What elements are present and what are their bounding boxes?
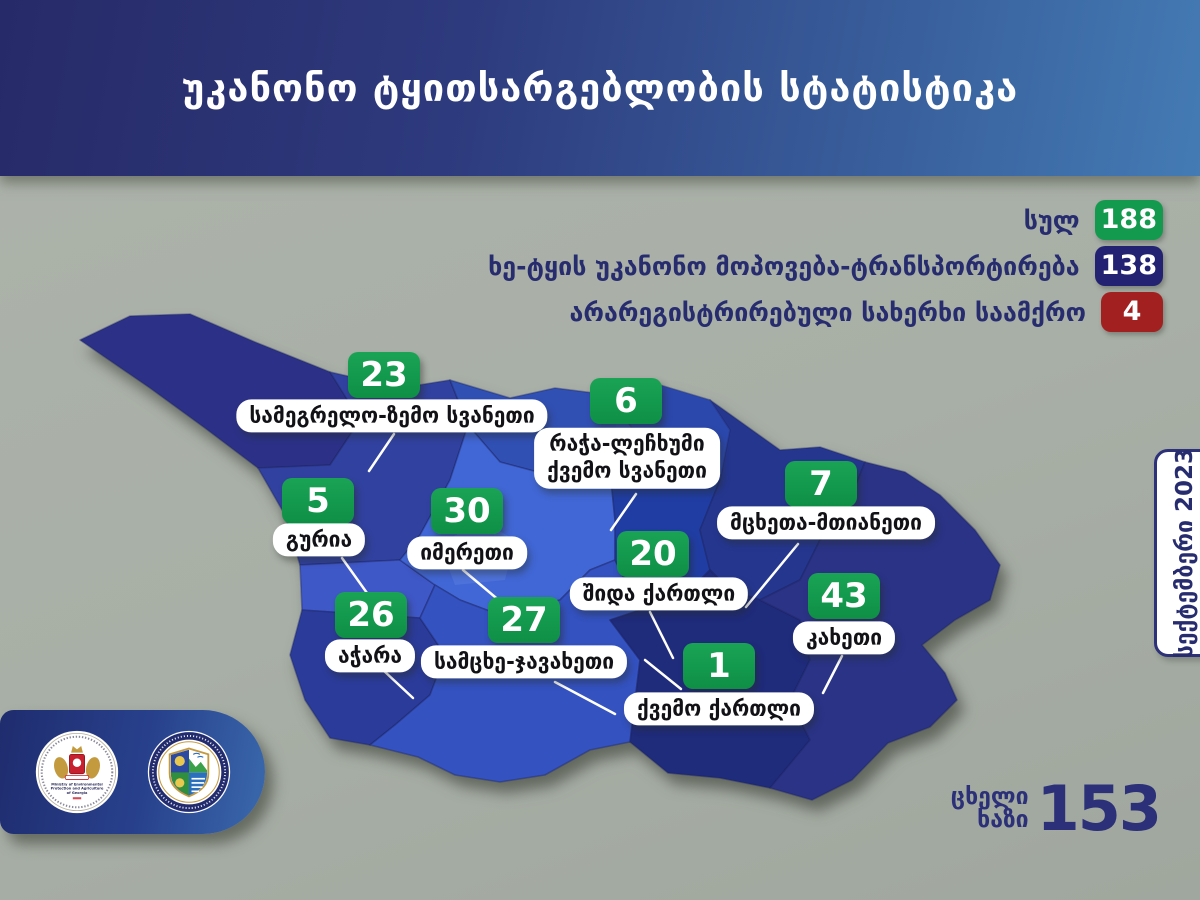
title-banner: უკანონო ტყითსარგებლობის სტატისტიკა — [0, 0, 1200, 176]
connector-line-adjara — [381, 668, 415, 700]
crown-icon — [70, 745, 83, 753]
page-title: უკანონო ტყითსარგებლობის სტატისტიკა — [181, 66, 1019, 110]
date-box: სექტემბერი 2023 — [1154, 447, 1200, 659]
legend-value-badge: 4 — [1101, 292, 1163, 332]
ministry-logo: Ministry of Environmental Protection and… — [35, 730, 118, 814]
mountains-icon — [188, 758, 207, 773]
sun-icon — [174, 756, 185, 767]
region-shape-abkhazia — [79, 313, 361, 469]
legend: სულ 188 ხე-ტყის უკანონო მოპოვება-ტრანსპო… — [488, 200, 1163, 332]
legend-label: არარეგისტრირებული სახერხი საამქრო — [569, 297, 1086, 327]
hotline-word-1: ცხელი — [950, 784, 1029, 811]
lion-right-icon — [85, 757, 100, 779]
birds-icon — [192, 752, 204, 758]
environmental-supervision-logo — [147, 730, 230, 814]
legend-item-total: სულ 188 — [488, 200, 1163, 240]
connector-line-shida-kartli — [648, 610, 675, 660]
snowflake-icon — [174, 778, 184, 788]
legend-label: ხე-ტყის უკანონო მოპოვება-ტრანსპორტირება — [488, 251, 1080, 281]
connector-line-kakheti — [821, 654, 844, 695]
ministry-caption-line3: of Georgia — [66, 791, 87, 795]
hotline-label: ცხელი ხაზი — [951, 786, 1029, 831]
ministry-caption-line2: Protection and Agriculture — [50, 787, 103, 791]
legend-item-illegal-logging-transport: ხე-ტყის უკანონო მოპოვება-ტრანსპორტირება … — [488, 246, 1163, 286]
ministry-caption-line1: Ministry of Environmental — [51, 782, 102, 786]
legend-value-badge: 138 — [1094, 246, 1163, 286]
date-text: სექტემბერი 2023 — [1172, 447, 1198, 659]
legend-label: სულ — [1023, 205, 1080, 235]
waves-icon — [191, 777, 205, 793]
hotline-number: 153 — [1036, 772, 1162, 845]
hotline-word-2: ხაზი — [977, 807, 1029, 833]
connector-line-racha-lechkhumi-kvemo-svaneti — [609, 492, 638, 532]
connector-line-samtskhe-javakheti — [553, 680, 617, 716]
legend-value-badge: 188 — [1094, 200, 1163, 240]
connector-line-kvemo-kartli — [643, 658, 683, 691]
connector-line-mtskheta-mtianeti — [744, 542, 800, 609]
lion-left-icon — [53, 757, 68, 779]
footer-logo-pill: Ministry of Environmental Protection and… — [0, 710, 265, 834]
connector-line-samegrelo-zemo-svaneti — [367, 432, 396, 473]
hotline: ცხელი ხაზი 153 — [951, 772, 1162, 845]
legend-item-unregistered-sawmill: არარეგისტრირებული სახერხი საამქრო 4 — [488, 292, 1163, 332]
